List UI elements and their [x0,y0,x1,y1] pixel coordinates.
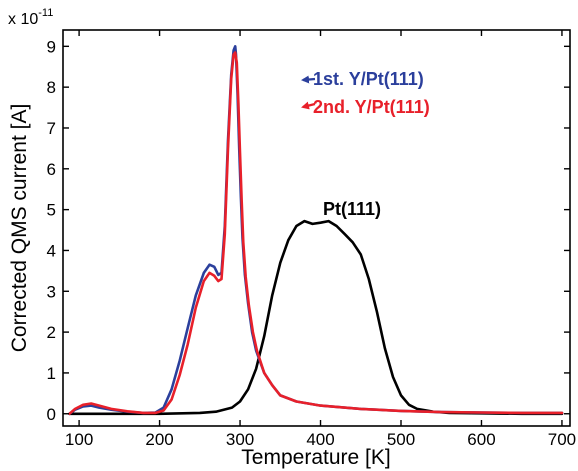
series-layer [68,45,564,416]
series-line-pt [68,219,564,416]
y-tick-label: 3 [47,282,56,301]
x-tick-label: 600 [467,430,495,449]
x-tick-label: 200 [145,430,173,449]
annotation-arrow-second [301,101,316,110]
y-tick-label: 0 [47,405,56,424]
series-line-second [68,51,564,416]
y-tick-label: 4 [47,241,56,260]
y-tick-label: 5 [47,201,56,220]
annotation-label-pt: Pt(111) [323,199,381,219]
x-tick-label: 700 [548,430,576,449]
y-tick-label: 9 [47,37,56,56]
y-tick-label: 7 [47,119,56,138]
y-axis-title: Corrected QMS current [A] [8,104,31,353]
annotation-label-second: 2nd. Y/Pt(111) [313,97,430,117]
tick-layer: 100 200 300 400 500 600 700 0 1 2 3 4 5 6 7 8 9 [47,30,576,449]
x-tick-label: 100 [65,430,93,449]
y-axis-multiplier-exponent: -11 [38,7,53,19]
y-tick-label: 1 [47,364,56,383]
annotation-arrow-first [301,75,316,84]
x-axis-title: Temperature [K] [241,446,390,469]
x-tick-label: 300 [226,430,254,449]
y-tick-label: 8 [47,78,56,97]
x-tick-label: 400 [306,430,334,449]
x-tick-label: 500 [387,430,415,449]
y-tick-label: 6 [47,160,56,179]
annotation-layer: 1st. Y/Pt(111) 2nd. Y/Pt(111) Pt(111) [301,69,430,219]
plot-frame [62,29,571,427]
y-axis-multiplier: x 10-11 [8,7,53,28]
y-tick-label: 2 [47,323,56,342]
annotation-label-first: 1st. Y/Pt(111) [313,69,424,89]
y-axis-multiplier-base: x 10 [8,11,38,28]
